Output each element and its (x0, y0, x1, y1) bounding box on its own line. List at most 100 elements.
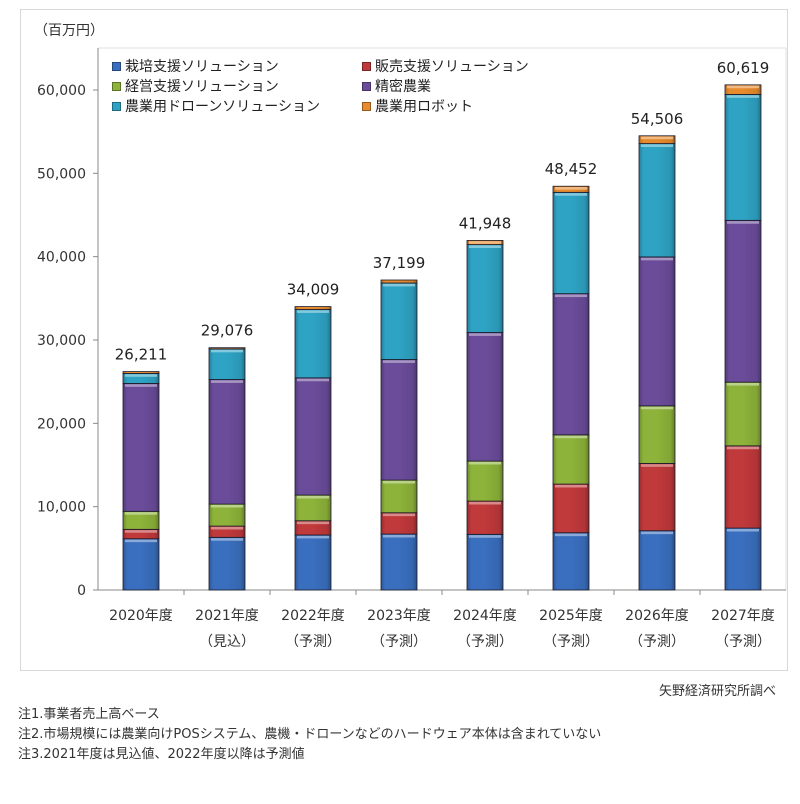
bar-segment (294, 377, 332, 496)
legend-label: 農業用ロボット (375, 99, 473, 115)
bar-segment-highlight (727, 221, 759, 224)
bar-segment-highlight (469, 333, 501, 336)
note-2: 注2.市場規模には農業向けPOSシステム、農機・ドローンなどのハードウェア本体は… (18, 727, 602, 742)
bar-segment-highlight (211, 380, 243, 383)
bar-segment (294, 494, 332, 522)
bar-segment-highlight (469, 501, 501, 505)
bar-stack (724, 84, 762, 591)
bar-stack (208, 347, 246, 591)
bar-stack (552, 185, 590, 591)
bar-segment-highlight (211, 538, 243, 541)
bar-segment-highlight (211, 526, 243, 530)
bar-stack (380, 279, 418, 591)
y-tick-label: 30,000 (37, 333, 86, 349)
legend-item: 栽培支援ソリューション (112, 56, 279, 76)
x-tick-sublabel: （予測） (371, 634, 427, 650)
bar-segment-highlight (125, 374, 157, 377)
bar-segment-highlight (211, 349, 243, 353)
bar-segment-highlight (125, 530, 157, 533)
bar-segment-highlight (641, 136, 673, 140)
bar-segment (552, 434, 590, 485)
bar-segment-highlight (641, 531, 673, 535)
bar-segment (724, 219, 762, 383)
y-tick-label: 50,000 (37, 166, 86, 182)
legend-item: 精密農業 (362, 76, 431, 96)
y-tick-label: 60,000 (37, 83, 86, 99)
bar-stack (638, 135, 676, 591)
x-tick-sublabel: （見込） (199, 634, 255, 650)
bar-segment-highlight (125, 384, 157, 387)
bar-segment-highlight (469, 535, 501, 538)
bar-segment-highlight (555, 484, 587, 488)
bar-segment (466, 533, 504, 591)
bar-segment (724, 94, 762, 221)
bar-stack (294, 306, 332, 591)
bar-segment-highlight (727, 446, 759, 450)
bar-segment-highlight (555, 533, 587, 537)
bar-segment-highlight (383, 513, 415, 517)
bar-segment-highlight (555, 294, 587, 298)
x-tick-sublabel: （予測） (543, 634, 599, 650)
bar-segment-highlight (555, 193, 587, 196)
bar-segment (638, 143, 676, 258)
bar-segment (294, 534, 332, 591)
bar-segment (208, 379, 246, 505)
bar-segment (294, 306, 332, 310)
legend-label: 販売支援ソリューション (375, 59, 529, 75)
bar-segment-highlight (727, 382, 759, 386)
bar-segment (380, 282, 418, 360)
legend-item: 販売支援ソリューション (362, 56, 529, 76)
x-tick-label: 2020年度 (109, 608, 173, 624)
bar-segment-highlight (211, 504, 243, 508)
total-label: 37,199 (373, 254, 426, 272)
y-tick-label: 40,000 (37, 250, 86, 266)
bar-segment (552, 532, 590, 591)
notes: 注1.事業者売上高ベース 注2.市場規模には農業向けPOSシステム、農機・ドロー… (18, 705, 601, 765)
total-label: 26,211 (115, 346, 168, 364)
y-tick-label: 10,000 (37, 500, 86, 516)
legend-item: 農業用ドローンソリューション (112, 96, 320, 116)
bar-segment (638, 135, 676, 144)
bar-segment-highlight (383, 480, 415, 484)
total-label: 60,619 (717, 59, 770, 77)
x-tick-label: 2026年度 (625, 608, 689, 624)
bar-segment-highlight (383, 534, 415, 538)
bar-segment-highlight (727, 95, 759, 98)
bar-segment-highlight (297, 378, 329, 382)
total-label: 54,506 (631, 110, 684, 128)
bar-segment (294, 309, 332, 379)
bar-segment (380, 479, 418, 514)
legend-swatch (112, 61, 121, 71)
legend-label: 農業用ドローンソリューション (125, 99, 321, 115)
bar-segment-highlight (641, 257, 673, 261)
bar-segment-highlight (383, 283, 415, 287)
bar-segment (638, 463, 676, 532)
bar-segment-highlight (125, 512, 157, 515)
bar-segment-highlight (555, 187, 587, 190)
bar-segment (638, 530, 676, 591)
legend-label: 栽培支援ソリューション (125, 59, 279, 75)
y-axis: 0 10,000 20,000 30,000 40,000 50,000 60,000 (37, 48, 99, 599)
bar-segment-highlight (641, 144, 673, 147)
bars (122, 84, 762, 591)
bar-segment (638, 405, 676, 464)
x-tick-label: 2022年度 (281, 608, 345, 624)
bar-segment (466, 244, 504, 333)
x-axis: 2020年度 2021年度 （見込） 2022年度 （予測） 2023年度 （予測） 2024… (98, 589, 786, 650)
bar-segment (122, 383, 160, 512)
bar-segment (466, 332, 504, 462)
bar-segment-highlight (125, 539, 157, 543)
bar-segment (208, 348, 246, 380)
x-tick-sublabel: （予測） (285, 634, 341, 650)
total-label: 41,948 (459, 214, 512, 232)
bar-segment-highlight (641, 406, 673, 410)
bar-segment (466, 460, 504, 502)
bar-segment-highlight (469, 461, 501, 465)
bar-segment (724, 84, 762, 95)
legend-swatch (362, 81, 371, 91)
x-tick-sublabel: （予測） (629, 634, 685, 650)
source-credit: 矢野経済研究所調べ (658, 684, 776, 699)
bar-segment-highlight (297, 521, 329, 525)
bar-segment (552, 483, 590, 534)
y-tick-label: 0 (77, 583, 86, 599)
